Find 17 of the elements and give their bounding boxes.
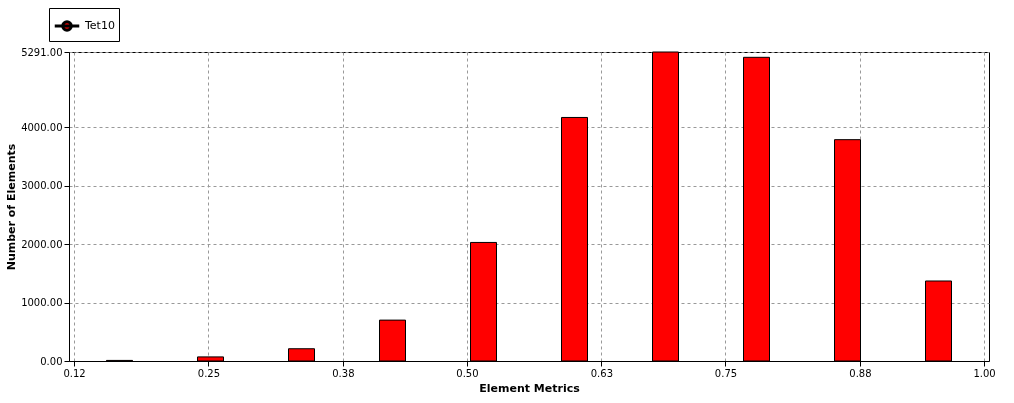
x-tick-label: 0.75	[714, 367, 738, 379]
x-tick-label: 0.12	[63, 367, 86, 379]
x-tick-label: 0.88	[849, 367, 872, 379]
x-tick-label: 1.00	[973, 367, 996, 379]
legend-label: Tet10	[84, 19, 115, 32]
y-tick-label: 0.00	[40, 355, 63, 367]
y-tick-label: 2000.00	[21, 238, 63, 250]
y-tick-label: 3000.00	[21, 180, 63, 192]
x-axis-title: Element Metrics	[479, 381, 581, 395]
y-tick-label: 5291.00	[21, 46, 63, 58]
x-tick-label: 0.38	[332, 367, 355, 379]
x-tick-label: 0.50	[456, 367, 479, 379]
y-tick-label: 1000.00	[21, 297, 63, 309]
y-axis-title: Number of Elements	[5, 143, 19, 271]
x-tick-label: 0.63	[590, 367, 614, 379]
x-tick-label: 0.25	[197, 367, 221, 379]
y-tick-label: 4000.00	[21, 121, 63, 133]
